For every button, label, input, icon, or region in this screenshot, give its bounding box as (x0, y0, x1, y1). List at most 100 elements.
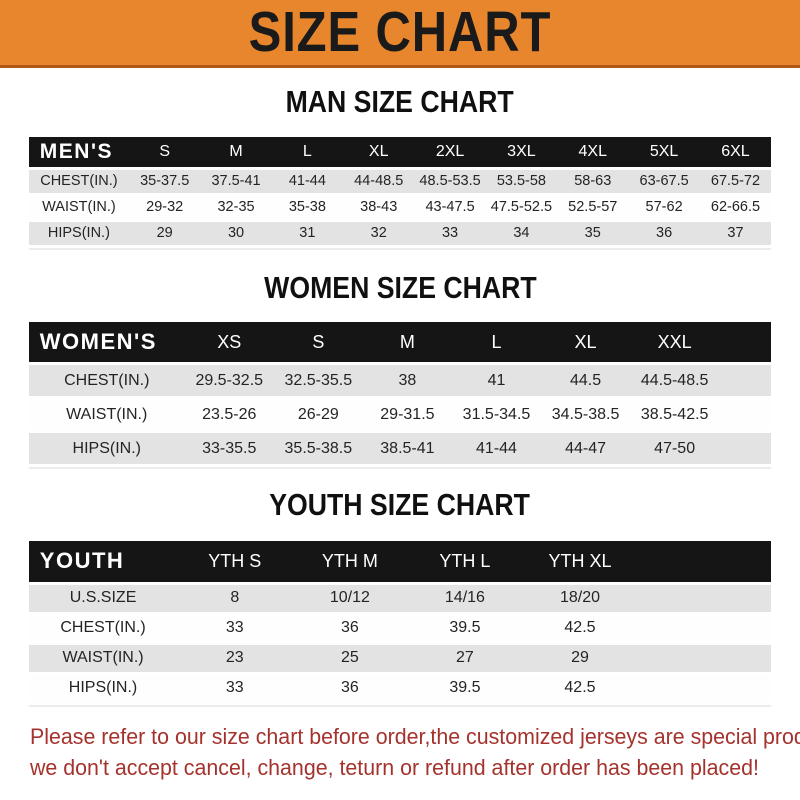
row-spacer (637, 614, 772, 642)
measurement-row-label: WAIST(IN.) (28, 644, 178, 672)
size-value-cell: 29-32 (129, 195, 201, 219)
size-column-header: XL (343, 136, 415, 167)
measurement-row-label: HIPS(IN.) (28, 221, 130, 245)
row-spacer (637, 674, 772, 702)
size-value-cell: 39.5 (407, 614, 523, 642)
measurement-row-label: HIPS(IN.) (28, 433, 185, 465)
size-column-header: S (129, 136, 201, 167)
table-row: HIPS(IN.) 29 30 31 32 33 34 35 36 37 (28, 221, 772, 245)
table-row: HIPS(IN.) 33 36 39.5 42.5 (28, 674, 772, 702)
mens-size-table: MEN'S S M L XL 2XL 3XL 4XL 5XL 6XL CHEST(IN.) 35-37… (28, 134, 772, 250)
policy-note-line-1: Please refer to our size chart before or… (30, 723, 800, 749)
row-spacer (719, 365, 772, 397)
youth-section-heading: YOUTH SIZE CHART (269, 487, 531, 523)
measurement-row-label: WAIST(IN.) (28, 195, 130, 219)
page-title-text: SIZE CHART (248, 0, 552, 64)
size-value-cell: 35.5-38.5 (273, 433, 363, 465)
size-column-header: L (271, 136, 344, 167)
size-value-cell: 38 (362, 365, 452, 397)
size-value-cell: 44.5-48.5 (630, 365, 720, 397)
size-value-cell: 33-35.5 (184, 433, 274, 465)
size-value-cell: 47.5-52.5 (485, 195, 558, 219)
size-value-cell: 41 (451, 365, 542, 397)
size-value-cell: 23 (177, 644, 293, 672)
size-chart-page: SIZE CHART MAN SIZE CHART MEN'S S M L XL 2XL 3… (0, 0, 800, 780)
size-value-cell: 26-29 (273, 399, 363, 431)
table-group-label: YOUTH (28, 540, 178, 582)
size-column-header: YTH S (177, 540, 293, 582)
measurement-row-label: CHEST(IN.) (28, 365, 185, 397)
size-column-header: S (273, 322, 363, 363)
section-youth: YOUTH SIZE CHART YOUTH YTH S YTH M YTH L YTH… (0, 489, 800, 707)
size-value-cell: 32.5-35.5 (273, 365, 363, 397)
page-title: SIZE CHART (224, 4, 576, 61)
size-column-header: M (200, 136, 272, 167)
size-value-cell: 30 (200, 221, 272, 245)
table-group-label: MEN'S (28, 136, 130, 167)
size-value-cell: 42.5 (522, 674, 638, 702)
size-column-header: 4XL (557, 136, 629, 167)
size-value-cell: 10/12 (292, 584, 408, 612)
row-spacer (637, 644, 772, 672)
size-column-header: 6XL (699, 136, 772, 167)
size-value-cell: 41-44 (271, 169, 344, 193)
size-value-cell: 44.5 (541, 365, 631, 397)
size-value-cell: 18/20 (522, 584, 638, 612)
size-column-header: 2XL (414, 136, 486, 167)
measurement-row-label: U.S.SIZE (28, 584, 178, 612)
size-value-cell: 53.5-58 (485, 169, 558, 193)
youth-size-table: YOUTH YTH S YTH M YTH L YTH XL U.S.SIZE 8 10/12… (28, 538, 772, 707)
size-value-cell: 44-48.5 (343, 169, 415, 193)
size-value-cell: 31 (271, 221, 344, 245)
size-value-cell: 38.5-41 (362, 433, 452, 465)
size-value-cell: 57-62 (628, 195, 700, 219)
table-row: HIPS(IN.) 33-35.5 35.5-38.5 38.5-41 41-44 44-… (28, 433, 772, 465)
size-column-header: YTH L (407, 540, 523, 582)
size-column-header: YTH M (292, 540, 408, 582)
measurement-row-label: WAIST(IN.) (28, 399, 185, 431)
size-value-cell: 42.5 (522, 614, 638, 642)
row-spacer (637, 584, 772, 612)
size-value-cell: 29 (522, 644, 638, 672)
table-row: U.S.SIZE 8 10/12 14/16 18/20 (28, 584, 772, 612)
size-value-cell: 63-67.5 (628, 169, 700, 193)
measurement-row-label: CHEST(IN.) (28, 169, 130, 193)
size-value-cell: 33 (414, 221, 486, 245)
size-value-cell: 62-66.5 (699, 195, 772, 219)
banner: SIZE CHART (0, 0, 800, 68)
size-value-cell: 47-50 (630, 433, 720, 465)
size-value-cell: 37 (699, 221, 772, 245)
women-section-heading: WOMEN SIZE CHART (263, 269, 537, 305)
size-column-header: 3XL (485, 136, 558, 167)
size-value-cell: 38-43 (343, 195, 415, 219)
size-value-cell: 36 (628, 221, 700, 245)
womens-size-table: WOMEN'S XS S M L XL XXL CHEST(IN.) 29.5-32.5 32.5… (28, 319, 772, 470)
size-value-cell: 38.5-42.5 (630, 399, 720, 431)
man-section-heading: MAN SIZE CHART (285, 84, 515, 119)
row-spacer (719, 433, 772, 465)
row-spacer (719, 399, 772, 431)
size-column-header: YTH XL (522, 540, 638, 582)
size-value-cell: 39.5 (407, 674, 523, 702)
table-row: CHEST(IN.) 29.5-32.5 32.5-35.5 38 41 44.5 44.5… (28, 365, 772, 397)
size-value-cell: 67.5-72 (699, 169, 772, 193)
size-value-cell: 43-47.5 (414, 195, 486, 219)
size-value-cell: 29.5-32.5 (184, 365, 274, 397)
size-value-cell: 23.5-26 (184, 399, 274, 431)
size-value-cell: 32 (343, 221, 415, 245)
size-value-cell: 33 (177, 674, 293, 702)
size-value-cell: 36 (292, 614, 408, 642)
table-row: CHEST(IN.) 35-37.5 37.5-41 41-44 44-48.5 48.5… (28, 169, 772, 193)
size-value-cell: 8 (177, 584, 293, 612)
size-value-cell: 32-35 (200, 195, 272, 219)
size-value-cell: 52.5-57 (557, 195, 629, 219)
section-man: MAN SIZE CHART MEN'S S M L XL 2XL 3XL 4XL 5XL 6XL… (0, 84, 800, 250)
table-row: WAIST(IN.) 29-32 32-35 35-38 38-43 43-47.5 47.… (28, 195, 772, 219)
size-value-cell: 35-38 (271, 195, 344, 219)
table-group-label: WOMEN'S (28, 322, 185, 363)
measurement-row-label: HIPS(IN.) (28, 674, 178, 702)
table-row: CHEST(IN.) 33 36 39.5 42.5 (28, 614, 772, 642)
size-value-cell: 58-63 (557, 169, 629, 193)
size-value-cell: 27 (407, 644, 523, 672)
measurement-row-label: CHEST(IN.) (28, 614, 178, 642)
